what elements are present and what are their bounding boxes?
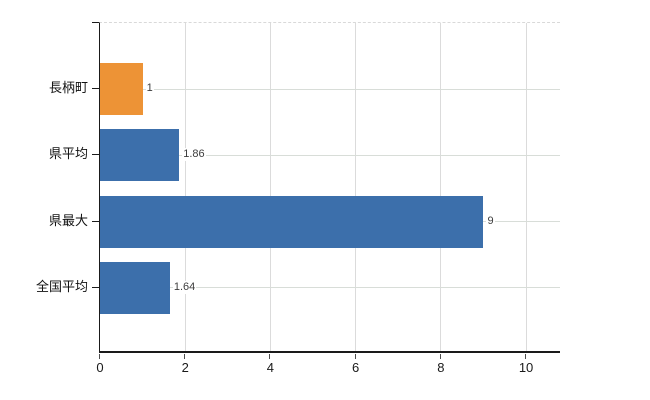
x-axis-tick [99, 354, 100, 359]
x-axis-tick-label: 10 [518, 360, 534, 375]
plot-area: 1 1.86 9 1.64 [99, 22, 560, 353]
vertical-gridline [184, 23, 186, 351]
category-gridline [100, 154, 560, 156]
bar-長柄町[interactable] [100, 63, 143, 116]
category-tick [92, 220, 99, 222]
category-tick [92, 88, 99, 90]
bar-県最大[interactable] [100, 195, 484, 248]
category-tick [92, 286, 99, 288]
x-axis-tick-label: 6 [352, 360, 360, 375]
category-gridline [100, 88, 560, 90]
x-axis-tick [439, 354, 441, 359]
bar-value-label: 9 [486, 214, 495, 228]
x-axis-tick [184, 354, 186, 359]
category-label: 全国平均 [35, 278, 88, 294]
x-axis-tick-label: 0 [96, 360, 104, 375]
x-axis-tick-label: 2 [181, 360, 189, 375]
vertical-gridline [355, 23, 357, 351]
category-label: 長柄町 [48, 80, 88, 96]
vertical-gridline [269, 23, 271, 351]
x-axis-tick [269, 354, 271, 359]
y-axis-top-tick [92, 22, 99, 23]
x-axis-tick-label: 4 [266, 360, 275, 375]
vertical-gridline [440, 23, 442, 351]
x-axis-tick-label: 8 [437, 360, 445, 375]
category-label: 県平均 [48, 146, 88, 162]
bar-value-label: 1.64 [172, 280, 197, 294]
bar-全国平均[interactable] [100, 261, 170, 314]
bar-県平均[interactable] [100, 129, 180, 182]
vertical-gridline [525, 23, 527, 351]
category-label: 県最大 [48, 212, 88, 228]
category-gridline [100, 287, 560, 289]
bar-value-label: 1.86 [182, 148, 206, 162]
category-tick [92, 154, 99, 156]
x-axis-tick [354, 354, 356, 359]
bar-value-label: 1 [145, 82, 154, 96]
x-axis-tick [525, 354, 527, 359]
